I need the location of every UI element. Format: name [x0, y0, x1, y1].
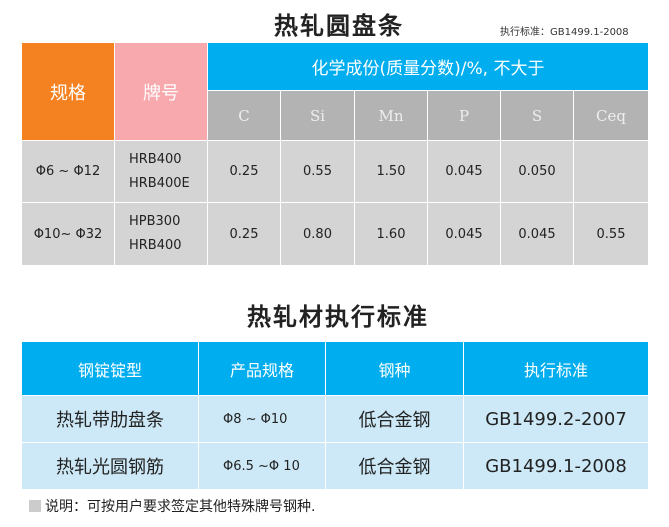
- table2-title: 热轧材执行标准: [247, 303, 429, 331]
- value-cell: 1.50: [355, 141, 427, 202]
- grade-name: HRB400: [129, 151, 182, 167]
- value-cell: [574, 141, 648, 202]
- value-cell: 0.55: [281, 141, 354, 202]
- grade-cell: HPB300 HRB400: [115, 203, 207, 265]
- value-cell: 0.25: [208, 203, 280, 265]
- table2-cell: GB1499.1-2008: [464, 443, 648, 489]
- grade-name: HPB300: [129, 214, 181, 229]
- element-header-c: C: [208, 91, 280, 140]
- header-grade: 牌号: [115, 43, 207, 140]
- spec-cell: Φ10~ Φ32: [22, 203, 114, 265]
- element-header-s: S: [501, 91, 573, 140]
- value-cell: 0.045: [428, 203, 500, 265]
- table2-cell: 热轧带肋盘条: [22, 396, 198, 442]
- grade-name: HRB400E: [129, 175, 190, 191]
- table2-cell: GB1499.2-2007: [464, 396, 648, 442]
- table2-header: 钢锭锭型: [22, 342, 198, 395]
- value-cell: 1.60: [355, 203, 427, 265]
- table2-header: 产品规格: [199, 342, 325, 395]
- table2-cell: Φ8 ~ Φ10: [199, 396, 325, 442]
- table1-standard: 执行标准：GB1499.1-2008: [500, 27, 629, 38]
- grade-cell: HRB400 HRB400E: [115, 141, 207, 202]
- table2-cell: 低合金钢: [326, 443, 463, 489]
- footnote: 说明：可按用户要求签定其他特殊牌号钢种.: [29, 496, 315, 516]
- table2-header: 钢种: [326, 342, 463, 395]
- element-header-ceq: Ceq: [574, 91, 648, 140]
- value-cell: 0.80: [281, 203, 354, 265]
- value-cell: 0.55: [574, 203, 648, 265]
- element-header-si: Si: [281, 91, 354, 140]
- table2-cell: 低合金钢: [326, 396, 463, 442]
- value-cell: 0.050: [501, 141, 573, 202]
- bullet-square-icon: [29, 500, 41, 512]
- element-header-p: P: [428, 91, 500, 140]
- value-cell: 0.25: [208, 141, 280, 202]
- table1-title: 热轧圆盘条: [274, 12, 404, 40]
- grade-name: HRB400: [129, 238, 182, 253]
- header-composition: 化学成份(质量分数)/%, 不大于: [208, 43, 648, 90]
- spec-cell: Φ6 ~ Φ12: [22, 141, 114, 202]
- element-header-mn: Mn: [355, 91, 427, 140]
- value-cell: 0.045: [428, 141, 500, 202]
- table2-header: 执行标准: [464, 342, 648, 395]
- header-spec: 规格: [22, 43, 114, 140]
- table2-cell: Φ6.5 ~Φ 10: [199, 443, 325, 489]
- value-cell: 0.045: [501, 203, 573, 265]
- table2-cell: 热轧光圆钢筋: [22, 443, 198, 489]
- footnote-text: 说明：可按用户要求签定其他特殊牌号钢种.: [45, 499, 316, 515]
